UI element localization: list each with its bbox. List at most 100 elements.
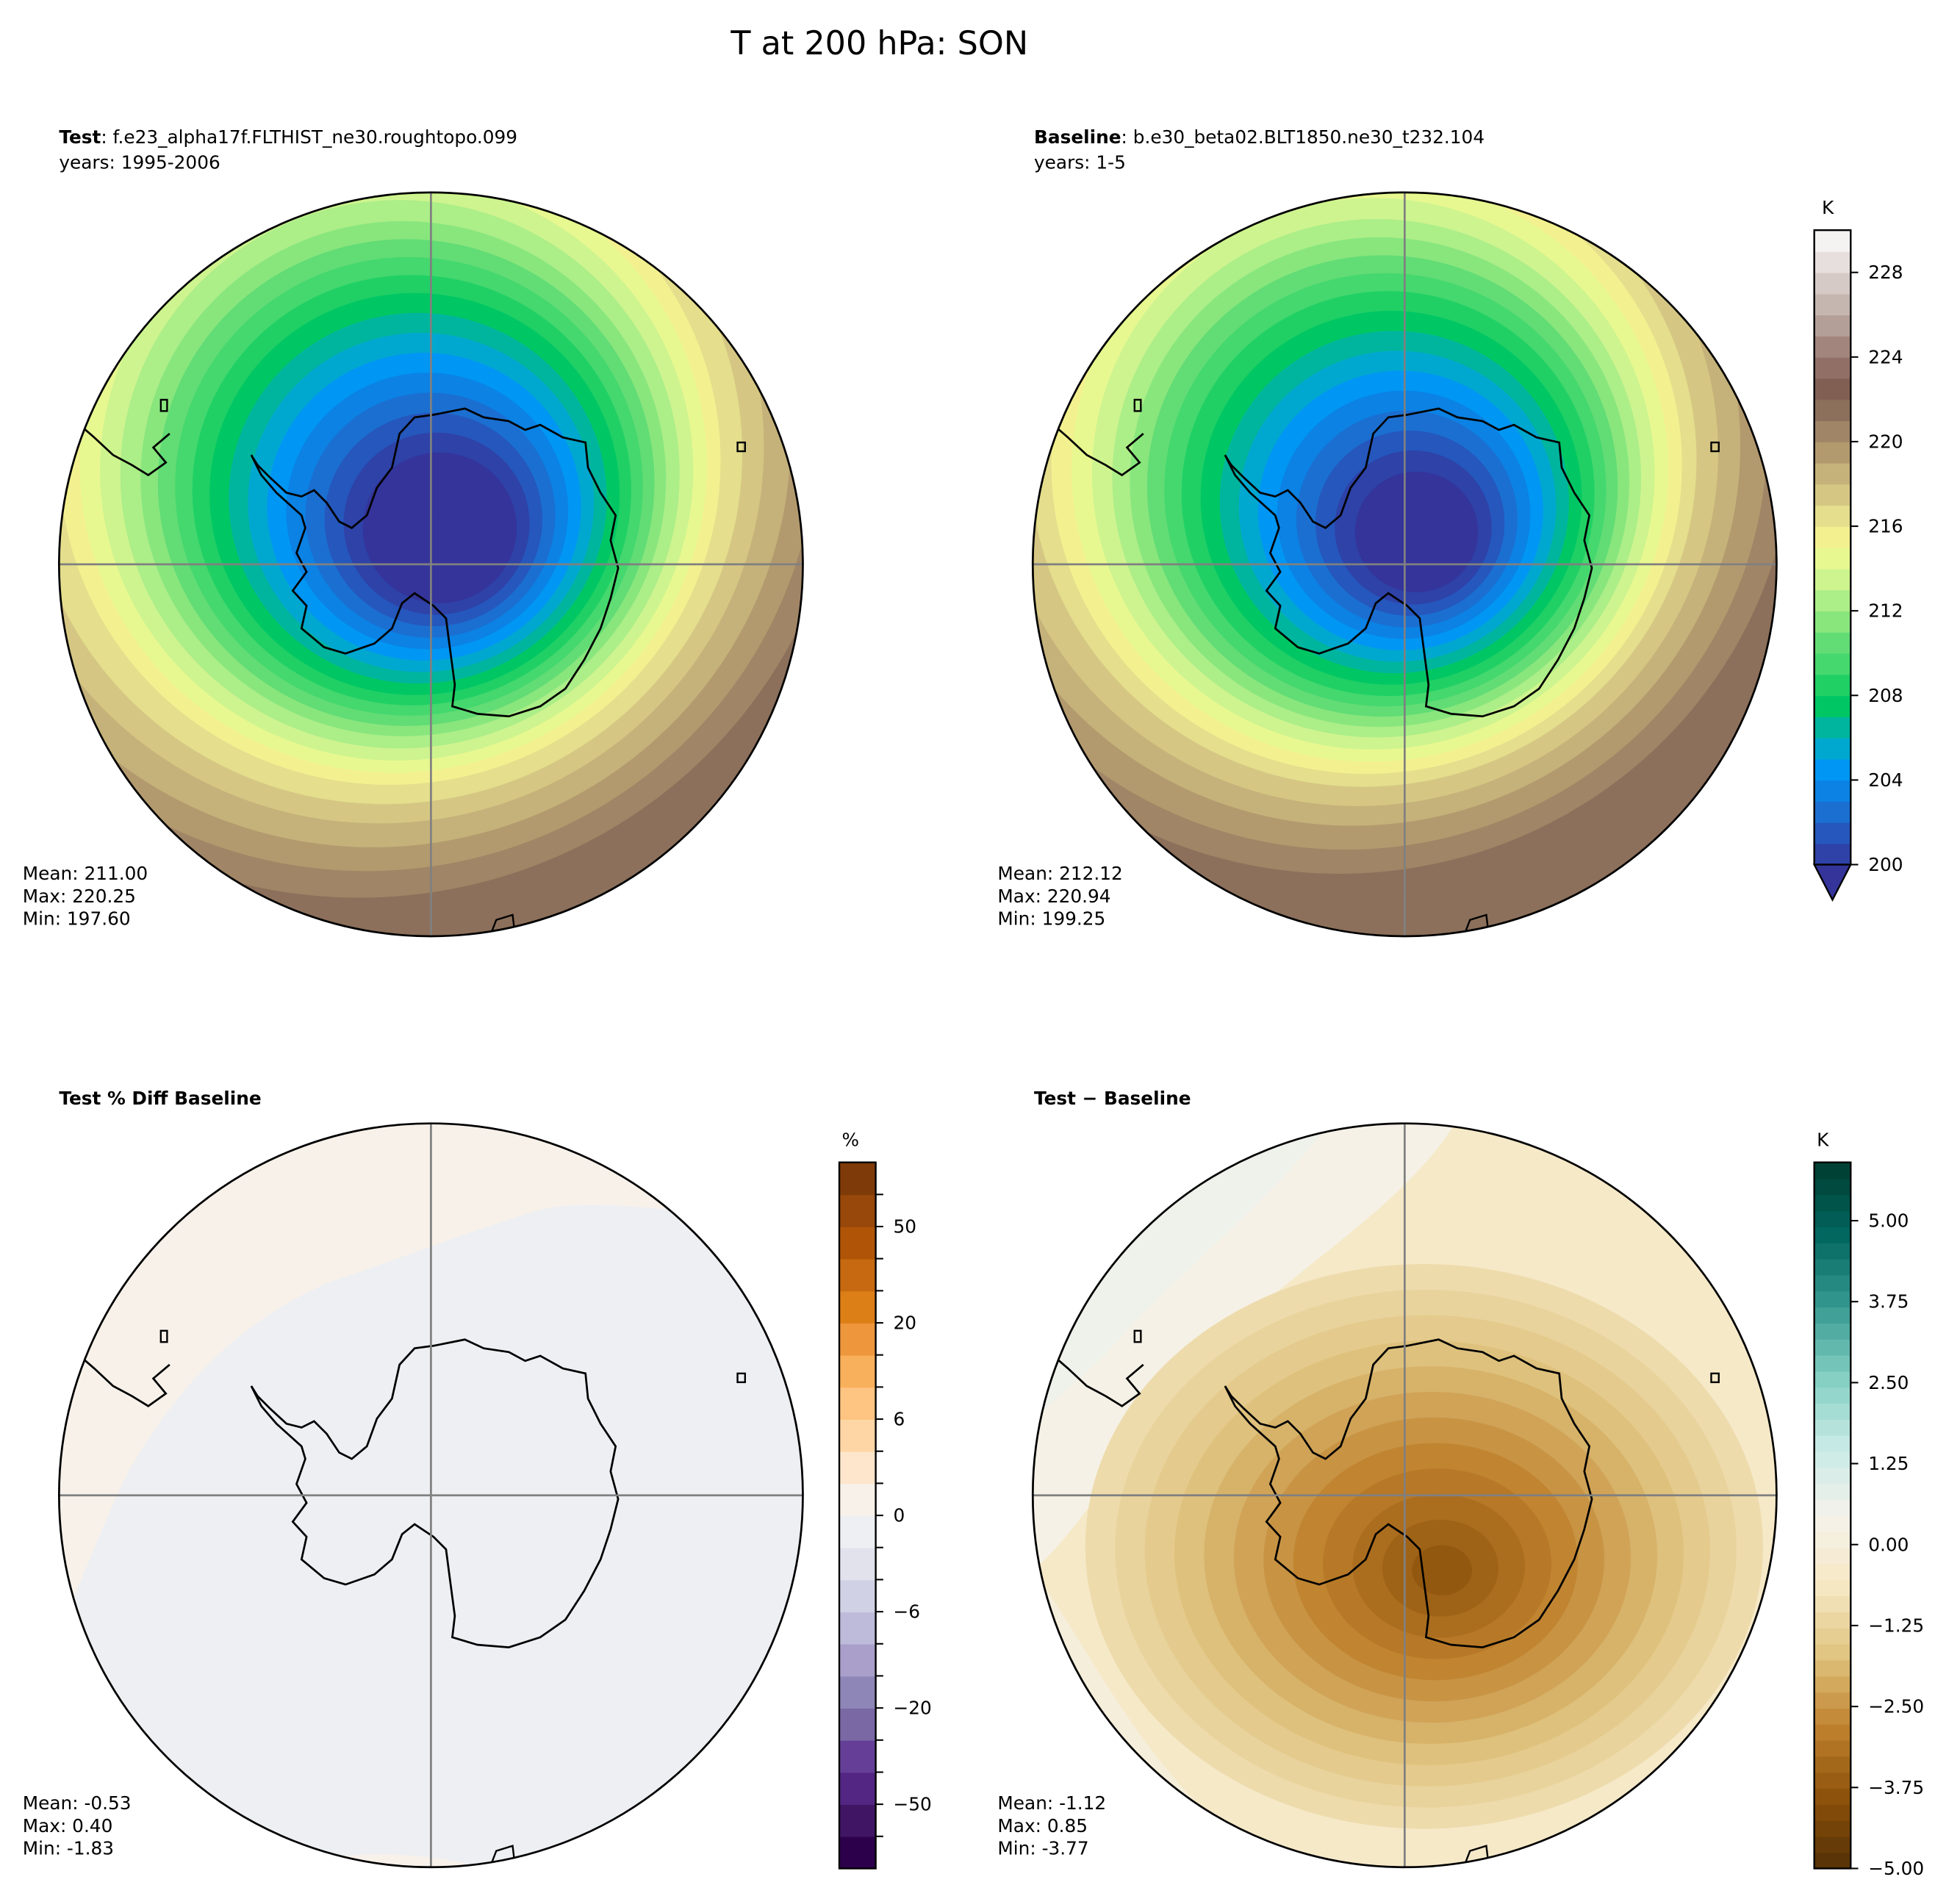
colorbar-band: [839, 1290, 876, 1324]
test-max: Max: 220.25: [23, 886, 136, 907]
colorbar-band: [839, 1258, 876, 1292]
island-coastline: [159, 1329, 168, 1343]
colorbar-band: [1814, 1499, 1851, 1516]
colorbar-band: [1814, 1323, 1851, 1340]
colorbar-tick-label: −3.75: [1868, 1777, 1924, 1798]
island-coastline: [736, 1372, 746, 1384]
island-coastline: [1462, 1845, 1490, 1867]
colorbar-band: [1814, 1852, 1851, 1870]
colorbar-band: [1814, 631, 1851, 654]
south-america-coastline: [74, 420, 170, 477]
map-boundary: [1031, 191, 1778, 938]
colorbar-band: [839, 1676, 876, 1709]
colorbar-band: [839, 1451, 876, 1484]
island-coastline: [1133, 1329, 1142, 1343]
colorbar-band: [839, 1836, 876, 1870]
colorbar-band: [1814, 1227, 1851, 1243]
south-america-coastline: [1048, 1351, 1144, 1407]
colorbar-band: [1814, 1643, 1851, 1661]
colorbar-band: [839, 1194, 876, 1227]
baseline-panel-title: Baseline: b.e30_beta02.BLT1850.ne30_t232…: [1034, 126, 1485, 148]
colorbar-band: [1814, 611, 1851, 633]
diff-map: [1033, 1123, 1777, 1867]
colorbar-band: [1814, 484, 1851, 506]
colorbar-band: [1814, 1290, 1851, 1308]
colorbar-band: [1814, 526, 1851, 548]
colorbar-band: [1814, 1659, 1851, 1677]
contour-level: [424, 516, 475, 567]
colorbar-band: [839, 1227, 876, 1260]
difference-colorbar-unit: K: [1817, 1129, 1829, 1150]
antarctica-coastline: [250, 1338, 620, 1648]
colorbar-band: [1814, 1612, 1851, 1629]
colorbar-band: [1814, 1274, 1851, 1292]
island-coastline: [489, 913, 517, 936]
colorbar-band: [1814, 420, 1851, 442]
colorbar-tick-label: −20: [894, 1698, 932, 1719]
colorbar-outline: [1813, 229, 1852, 865]
colorbar-band: [1814, 1307, 1851, 1324]
colorbar-band: [839, 1612, 876, 1645]
colorbar-band: [1814, 758, 1851, 781]
pctdiff-min: Min: -1.83: [23, 1838, 114, 1859]
test-panel-title: Test: f.e23_alpha17f.FLTHIST_ne30.rought…: [59, 126, 517, 148]
colorbar-band: [1814, 1804, 1851, 1821]
test-case-name: : f.e23_alpha17f.FLTHIST_ne30.roughtopo.…: [101, 126, 517, 148]
colorbar-extend-min: [1812, 863, 1853, 902]
colorbar-band: [839, 1483, 876, 1516]
island-coastline: [1462, 913, 1490, 936]
colorbar-band: [1814, 1467, 1851, 1484]
island-coastline: [1710, 441, 1720, 453]
colorbar-tick-label: 0: [894, 1505, 905, 1526]
colorbar-tick-label: −5.00: [1868, 1858, 1924, 1879]
colorbar-band: [1814, 378, 1851, 401]
percent-colorbar-unit: %: [841, 1129, 859, 1150]
colorbar-band: [1814, 653, 1851, 675]
colorbar-band: [1814, 1403, 1851, 1420]
colorbar-band: [839, 1708, 876, 1741]
colorbar-band: [1814, 1354, 1851, 1372]
baseline-mean: Mean: 212.12: [997, 863, 1122, 884]
colorbar-band: [1814, 272, 1851, 295]
colorbar-tick-label: 212: [1868, 600, 1903, 622]
diff-panel-title: Test − Baseline: [1034, 1088, 1191, 1109]
colorbar-band: [1814, 801, 1851, 823]
colorbar-tick-label: 208: [1868, 685, 1903, 706]
colorbar-tick-label: 200: [1868, 854, 1903, 875]
colorbar-tick-label: 3.75: [1868, 1291, 1909, 1313]
colorbar-band: [1814, 1547, 1851, 1565]
colorbar-band: [1814, 1756, 1851, 1773]
positive-region: [59, 1123, 803, 1621]
map-boundary: [57, 191, 804, 938]
colorbar-tick-label: 2.50: [1868, 1372, 1909, 1393]
colorbar-band: [1814, 1435, 1851, 1452]
colorbar-tick-label: 216: [1868, 516, 1903, 537]
baseline-years: years: 1-5: [1034, 151, 1126, 173]
colorbar-tick-label: 220: [1868, 431, 1903, 452]
colorbar-tick-label: 204: [1868, 769, 1903, 791]
colorbar-band: [839, 1547, 876, 1581]
colorbar-band: [839, 1387, 876, 1420]
figure-title: T at 200 hPa: SON: [730, 25, 1028, 62]
antarctica-coastline: [250, 407, 620, 718]
colorbar-tick-label: −1.25: [1868, 1615, 1924, 1636]
baseline-max: Max: 220.94: [997, 886, 1110, 907]
colorbar-band: [1814, 589, 1851, 612]
test-map: [59, 192, 803, 936]
colorbar-band: [1814, 505, 1851, 527]
colorbar-tick-label: −50: [894, 1794, 932, 1815]
colorbar-band: [1814, 1194, 1851, 1212]
temperature-colorbar: 200 204 208 212 216 220 224 228: [1812, 229, 1903, 902]
antarctica-coastline: [1224, 1338, 1593, 1648]
test-years: years: 1995-2006: [59, 151, 220, 173]
colorbar-band: [839, 1772, 876, 1805]
colorbar-band: [839, 1739, 876, 1773]
colorbar-band: [839, 1579, 876, 1612]
map-boundary: [1031, 1122, 1778, 1869]
test-mean: Mean: 211.00: [23, 863, 148, 884]
colorbar-tick-label: 1.25: [1868, 1453, 1909, 1474]
colorbar-band: [839, 1515, 876, 1548]
colorbar-band: [1814, 1338, 1851, 1356]
colorbar-band: [1814, 674, 1851, 697]
